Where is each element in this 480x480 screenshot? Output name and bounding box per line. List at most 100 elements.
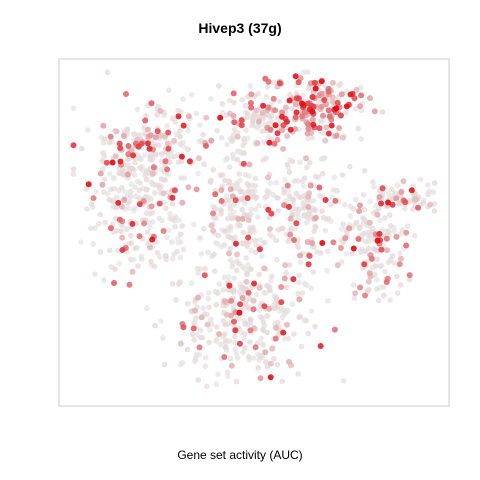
- data-point: [295, 206, 302, 213]
- data-point: [265, 174, 272, 181]
- data-point: [411, 192, 417, 198]
- data-point: [175, 107, 181, 114]
- data-point: [164, 140, 171, 147]
- data-point: [293, 109, 300, 116]
- data-point: [224, 141, 230, 148]
- data-point: [362, 292, 368, 299]
- data-point: [169, 239, 175, 245]
- data-point: [322, 82, 328, 89]
- data-point: [257, 375, 264, 382]
- data-point: [97, 249, 104, 255]
- data-point: [286, 169, 293, 175]
- data-point: [131, 205, 138, 211]
- data-point: [261, 303, 268, 310]
- data-point: [267, 278, 274, 284]
- data-point: [275, 207, 282, 214]
- data-point: [260, 326, 266, 333]
- data-point: [245, 289, 252, 296]
- data-point: [136, 187, 143, 193]
- data-point: [244, 270, 251, 277]
- data-point: [346, 225, 353, 232]
- data-point: [411, 233, 418, 239]
- data-point: [258, 335, 264, 342]
- data-point: [171, 187, 178, 194]
- data-point: [266, 215, 273, 221]
- data-point: [361, 261, 368, 268]
- data-point: [244, 195, 251, 202]
- data-point: [165, 87, 172, 94]
- data-point: [266, 120, 272, 126]
- data-point: [205, 296, 212, 302]
- data-point: [304, 199, 311, 206]
- data-point: [372, 263, 379, 269]
- data-point: [281, 202, 288, 209]
- data-point: [125, 143, 132, 149]
- data-point: [127, 188, 134, 195]
- data-point: [123, 226, 130, 232]
- data-point: [165, 129, 172, 136]
- data-point: [203, 114, 210, 121]
- data-point: [113, 204, 120, 211]
- data-point: [299, 290, 306, 296]
- data-point: [84, 206, 90, 212]
- data-point: [214, 127, 220, 134]
- data-point: [431, 208, 438, 214]
- data-point: [363, 238, 369, 245]
- data-point: [192, 356, 199, 362]
- data-point: [260, 157, 267, 163]
- data-point: [293, 95, 300, 102]
- data-point: [404, 223, 411, 229]
- data-point: [366, 270, 373, 277]
- data-point: [177, 254, 184, 261]
- data-point: [103, 159, 110, 166]
- data-point: [259, 341, 266, 347]
- data-point: [207, 327, 213, 333]
- data-point: [134, 106, 141, 113]
- data-point: [374, 237, 381, 244]
- data-point: [253, 206, 259, 213]
- data-point: [284, 321, 290, 328]
- data-point: [179, 223, 186, 229]
- data-point: [311, 79, 318, 86]
- data-point: [410, 206, 416, 212]
- data-point: [280, 329, 287, 336]
- data-point: [361, 168, 368, 174]
- data-point: [185, 184, 192, 191]
- data-point: [167, 211, 173, 217]
- data-point: [391, 190, 398, 196]
- data-point: [184, 300, 191, 307]
- data-point: [197, 327, 204, 334]
- data-point: [286, 203, 292, 210]
- data-point: [262, 349, 269, 356]
- data-point: [260, 319, 267, 326]
- data-point: [358, 249, 364, 255]
- data-point: [119, 222, 125, 229]
- data-point: [208, 316, 214, 323]
- data-point: [267, 374, 274, 381]
- data-point: [342, 235, 349, 242]
- data-point: [322, 197, 329, 203]
- data-point: [253, 291, 260, 298]
- data-point: [300, 69, 307, 75]
- data-point: [107, 225, 114, 232]
- data-point: [218, 211, 224, 217]
- data-point: [234, 251, 240, 258]
- data-point: [224, 369, 231, 375]
- data-point: [204, 383, 210, 390]
- data-point: [298, 343, 305, 350]
- data-point: [239, 215, 246, 222]
- data-point: [413, 196, 420, 203]
- data-point: [144, 305, 150, 312]
- data-point: [177, 239, 184, 246]
- data-point: [367, 95, 373, 102]
- data-point: [213, 240, 219, 246]
- data-point: [147, 210, 154, 217]
- data-point: [247, 327, 254, 334]
- data-point: [179, 199, 186, 206]
- data-point: [264, 188, 271, 194]
- data-point: [264, 329, 271, 336]
- data-point: [337, 245, 344, 251]
- data-point: [119, 234, 126, 241]
- data-point: [296, 314, 302, 321]
- data-point: [218, 134, 225, 141]
